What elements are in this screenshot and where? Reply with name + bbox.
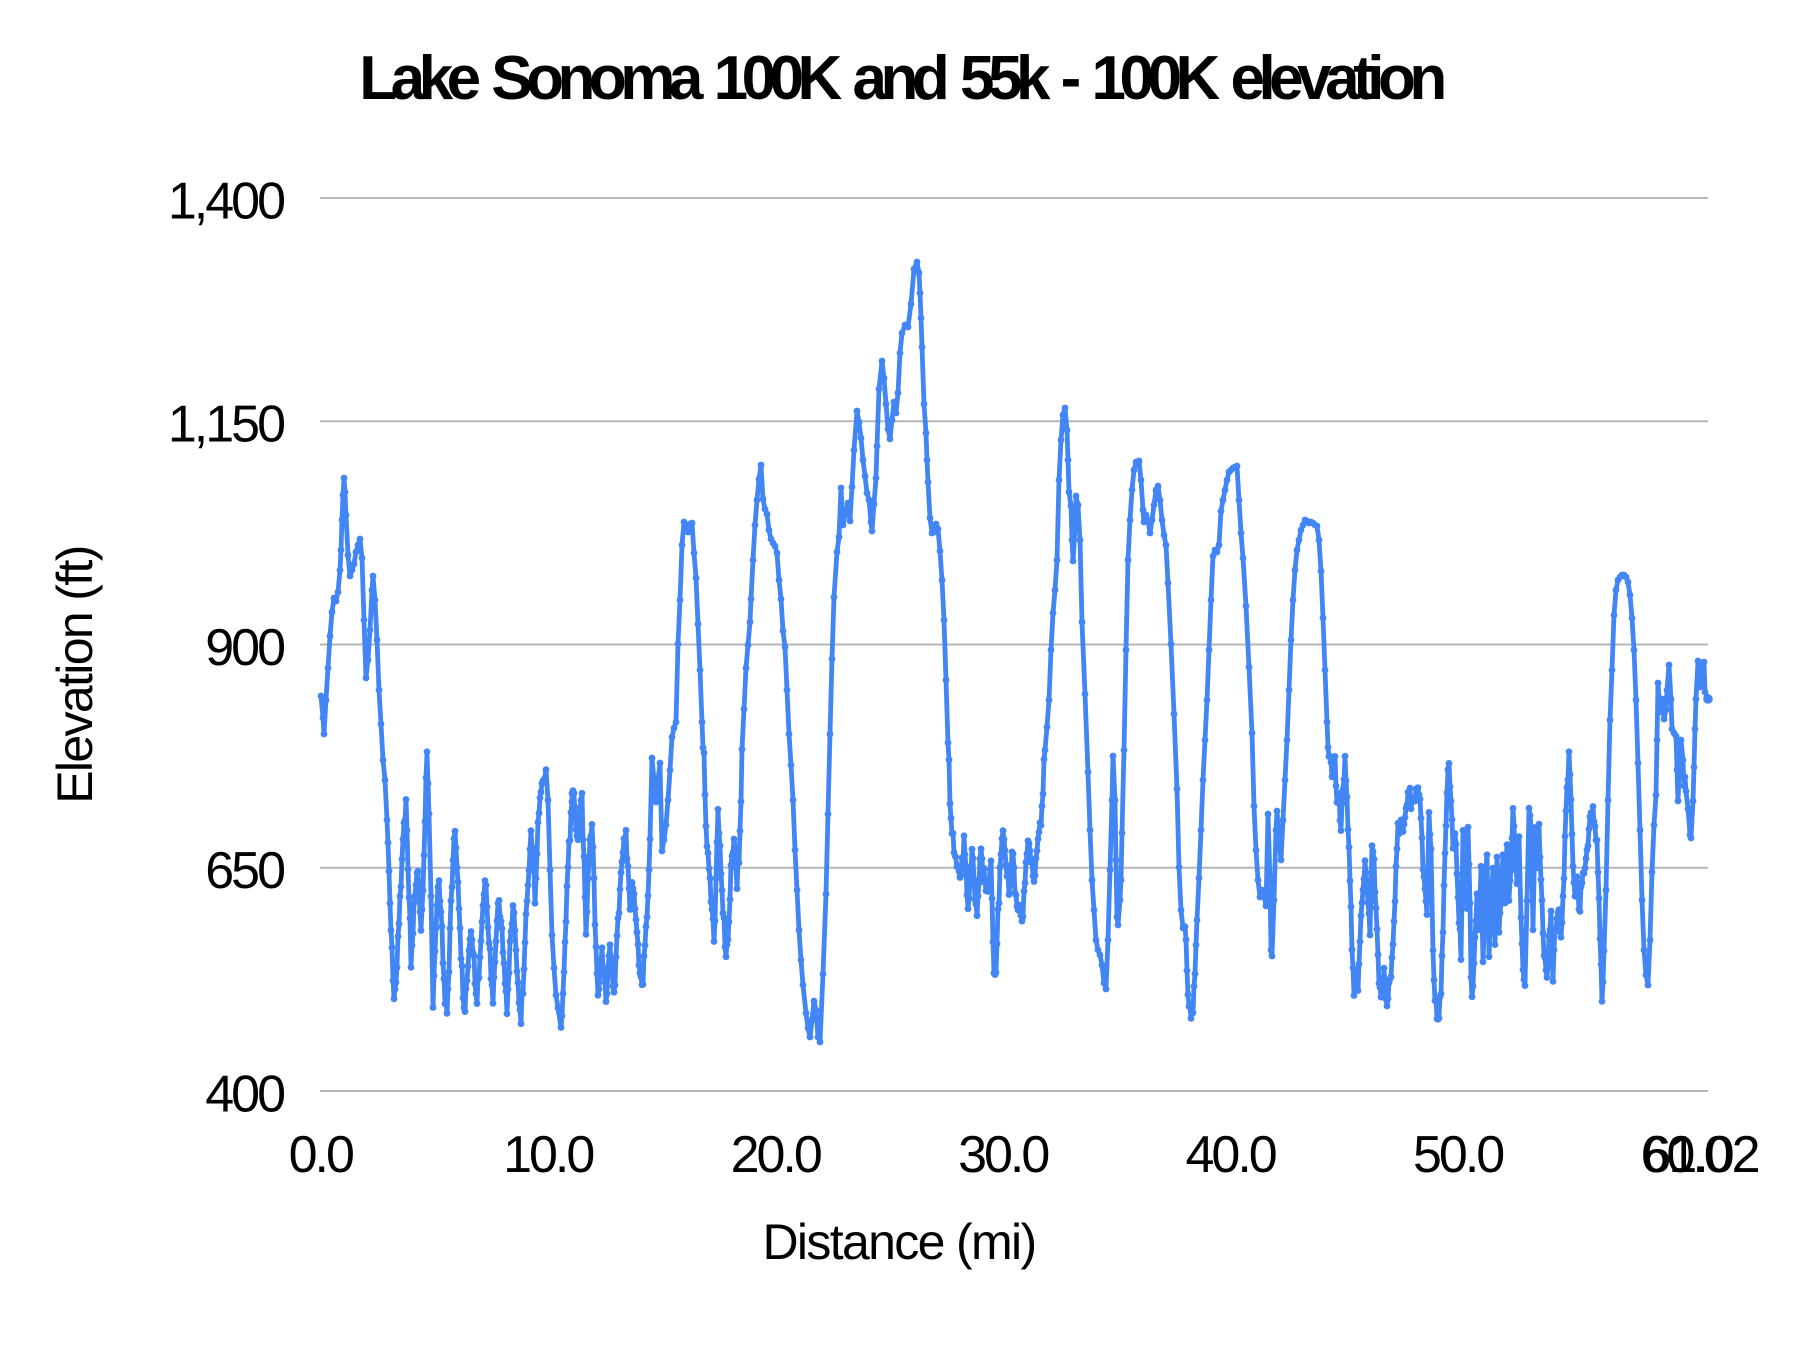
svg-text:650: 650 xyxy=(205,842,284,900)
svg-text:900: 900 xyxy=(205,619,284,677)
svg-text:1,400: 1,400 xyxy=(168,172,284,230)
svg-text:40.0: 40.0 xyxy=(1185,1126,1275,1184)
svg-text:30.0: 30.0 xyxy=(958,1126,1048,1184)
svg-text:Elevation (ft): Elevation (ft) xyxy=(47,546,103,804)
svg-text:61.02: 61.02 xyxy=(1642,1126,1758,1184)
svg-text:Distance (mi): Distance (mi) xyxy=(762,1214,1035,1270)
svg-text:0.0: 0.0 xyxy=(289,1126,353,1184)
svg-text:400: 400 xyxy=(205,1065,284,1123)
svg-text:Lake Sonoma 100K and 55k - 100: Lake Sonoma 100K and 55k - 100K elevatio… xyxy=(359,44,1444,113)
svg-text:20.0: 20.0 xyxy=(731,1126,821,1184)
svg-text:50.0: 50.0 xyxy=(1413,1126,1503,1184)
svg-text:60.0: 60.0 xyxy=(1640,1126,1730,1184)
svg-text:10.0: 10.0 xyxy=(503,1126,593,1184)
svg-text:1,150: 1,150 xyxy=(168,396,284,454)
